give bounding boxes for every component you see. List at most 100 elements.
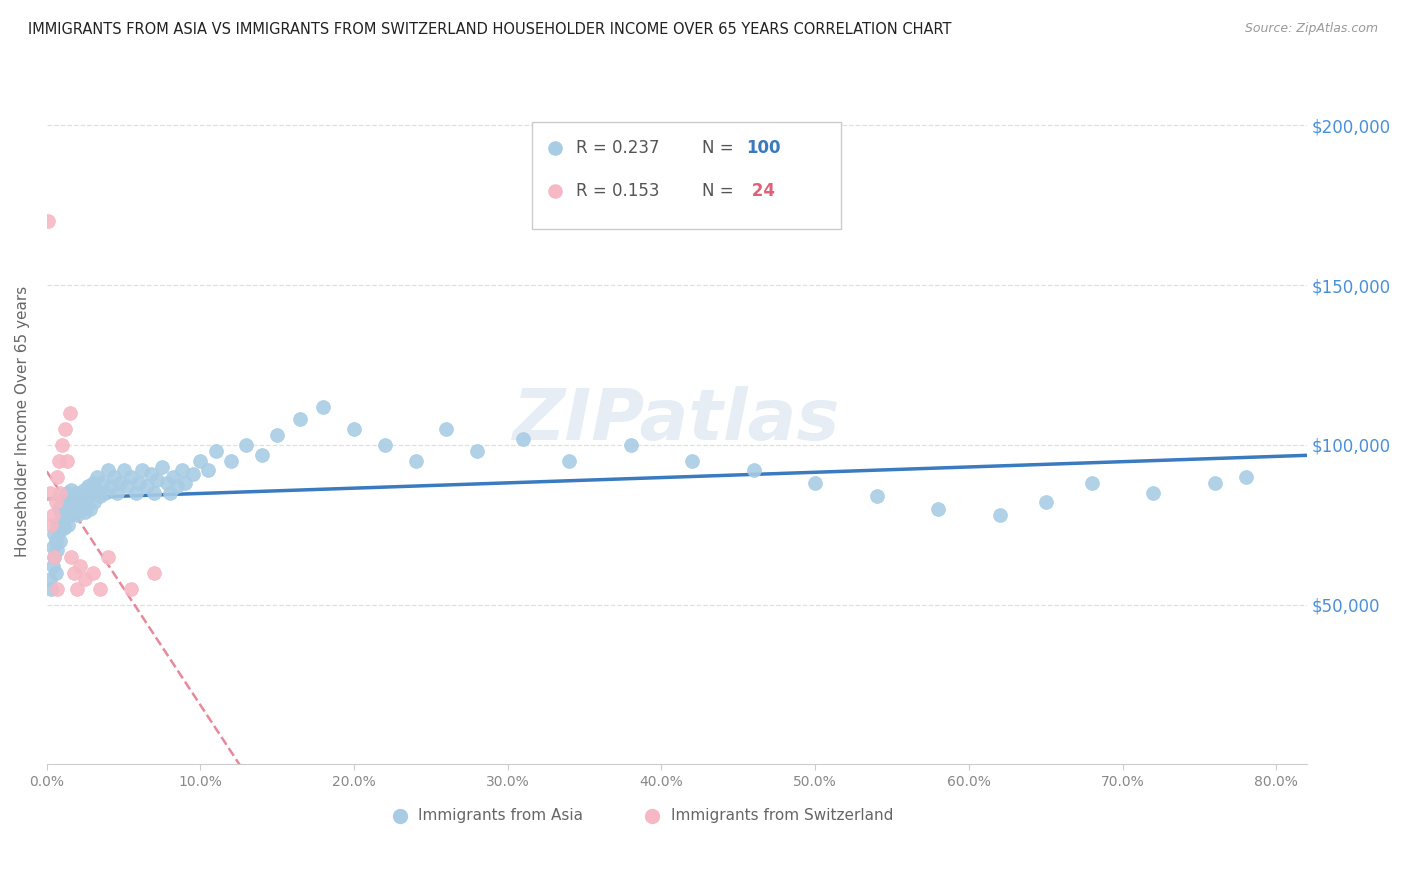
Point [312,400,335,414]
Point [69,489,91,503]
Point [52,501,75,516]
Point [51,438,73,452]
Point [79,501,101,516]
Point [70,495,93,509]
Point [65,495,87,509]
Point [49,515,72,529]
Point [131,463,153,477]
Point [120,470,142,484]
Point [52,521,75,535]
Point [620,438,643,452]
Point [290,412,312,426]
Point [181,467,204,481]
Point [46,543,69,558]
Point [219,454,242,468]
Text: 24: 24 [747,182,775,200]
Point [55,486,77,500]
Point [143,486,166,500]
Point [53,511,76,525]
Point [75,572,97,586]
Text: N =: N = [702,139,734,157]
Point [159,486,181,500]
Point [235,438,257,452]
Text: Source: ZipAtlas.com: Source: ZipAtlas.com [1244,22,1378,36]
Point [38,572,60,586]
Point [558,454,581,468]
Point [110,476,132,491]
Point [49,533,72,548]
Point [343,422,366,436]
Point [69,559,91,574]
Point [100,479,122,493]
Point [86,470,108,484]
Point [681,454,703,468]
Point [53,489,76,503]
Point [1142,486,1164,500]
Text: Immigrants from Asia: Immigrants from Asia [419,808,583,823]
Point [155,476,177,491]
Point [38,486,60,500]
Text: N =: N = [702,182,734,200]
Point [42,508,65,523]
Point [374,438,396,452]
Point [112,463,135,477]
FancyBboxPatch shape [531,122,841,228]
Point [46,517,69,532]
Point [46,582,69,596]
Point [742,463,765,477]
Point [204,444,226,458]
Point [76,492,98,507]
Point [162,470,184,484]
Point [103,470,125,484]
Text: R = 0.153: R = 0.153 [576,182,659,200]
Point [84,483,107,497]
Point [89,582,111,596]
Point [773,757,796,772]
Point [143,566,166,580]
Point [37,214,59,228]
Point [465,757,488,772]
Point [56,517,79,532]
Point [59,492,82,507]
Point [512,432,534,446]
Point [60,501,83,516]
Point [66,486,89,500]
Point [166,479,188,493]
Text: Immigrants from Switzerland: Immigrants from Switzerland [671,808,893,823]
Point [59,406,82,420]
Point [44,549,66,564]
Point [804,476,827,491]
Point [190,454,212,468]
Point [105,486,128,500]
Point [45,495,67,509]
Point [120,582,142,596]
Point [67,501,90,516]
Point [146,473,169,487]
Point [465,444,488,458]
Text: IMMIGRANTS FROM ASIA VS IMMIGRANTS FROM SWITZERLAND HOUSEHOLDER INCOME OVER 65 Y: IMMIGRANTS FROM ASIA VS IMMIGRANTS FROM … [28,22,952,37]
Point [60,483,83,497]
Y-axis label: Householder Income Over 65 years: Householder Income Over 65 years [15,285,30,557]
Point [53,422,76,436]
Point [1234,470,1257,484]
Point [115,479,138,493]
Point [125,486,148,500]
Point [60,549,83,564]
Point [82,566,104,580]
Point [655,757,678,772]
Point [48,501,70,516]
Point [405,454,427,468]
Point [141,467,163,481]
Point [62,489,84,503]
Point [135,479,157,493]
Text: R = 0.237: R = 0.237 [576,139,659,157]
Point [49,486,72,500]
Point [51,495,73,509]
Point [927,501,949,516]
Point [75,505,97,519]
Point [1204,476,1226,491]
Point [39,517,62,532]
Point [1035,495,1057,509]
Point [97,549,120,564]
Point [46,470,69,484]
